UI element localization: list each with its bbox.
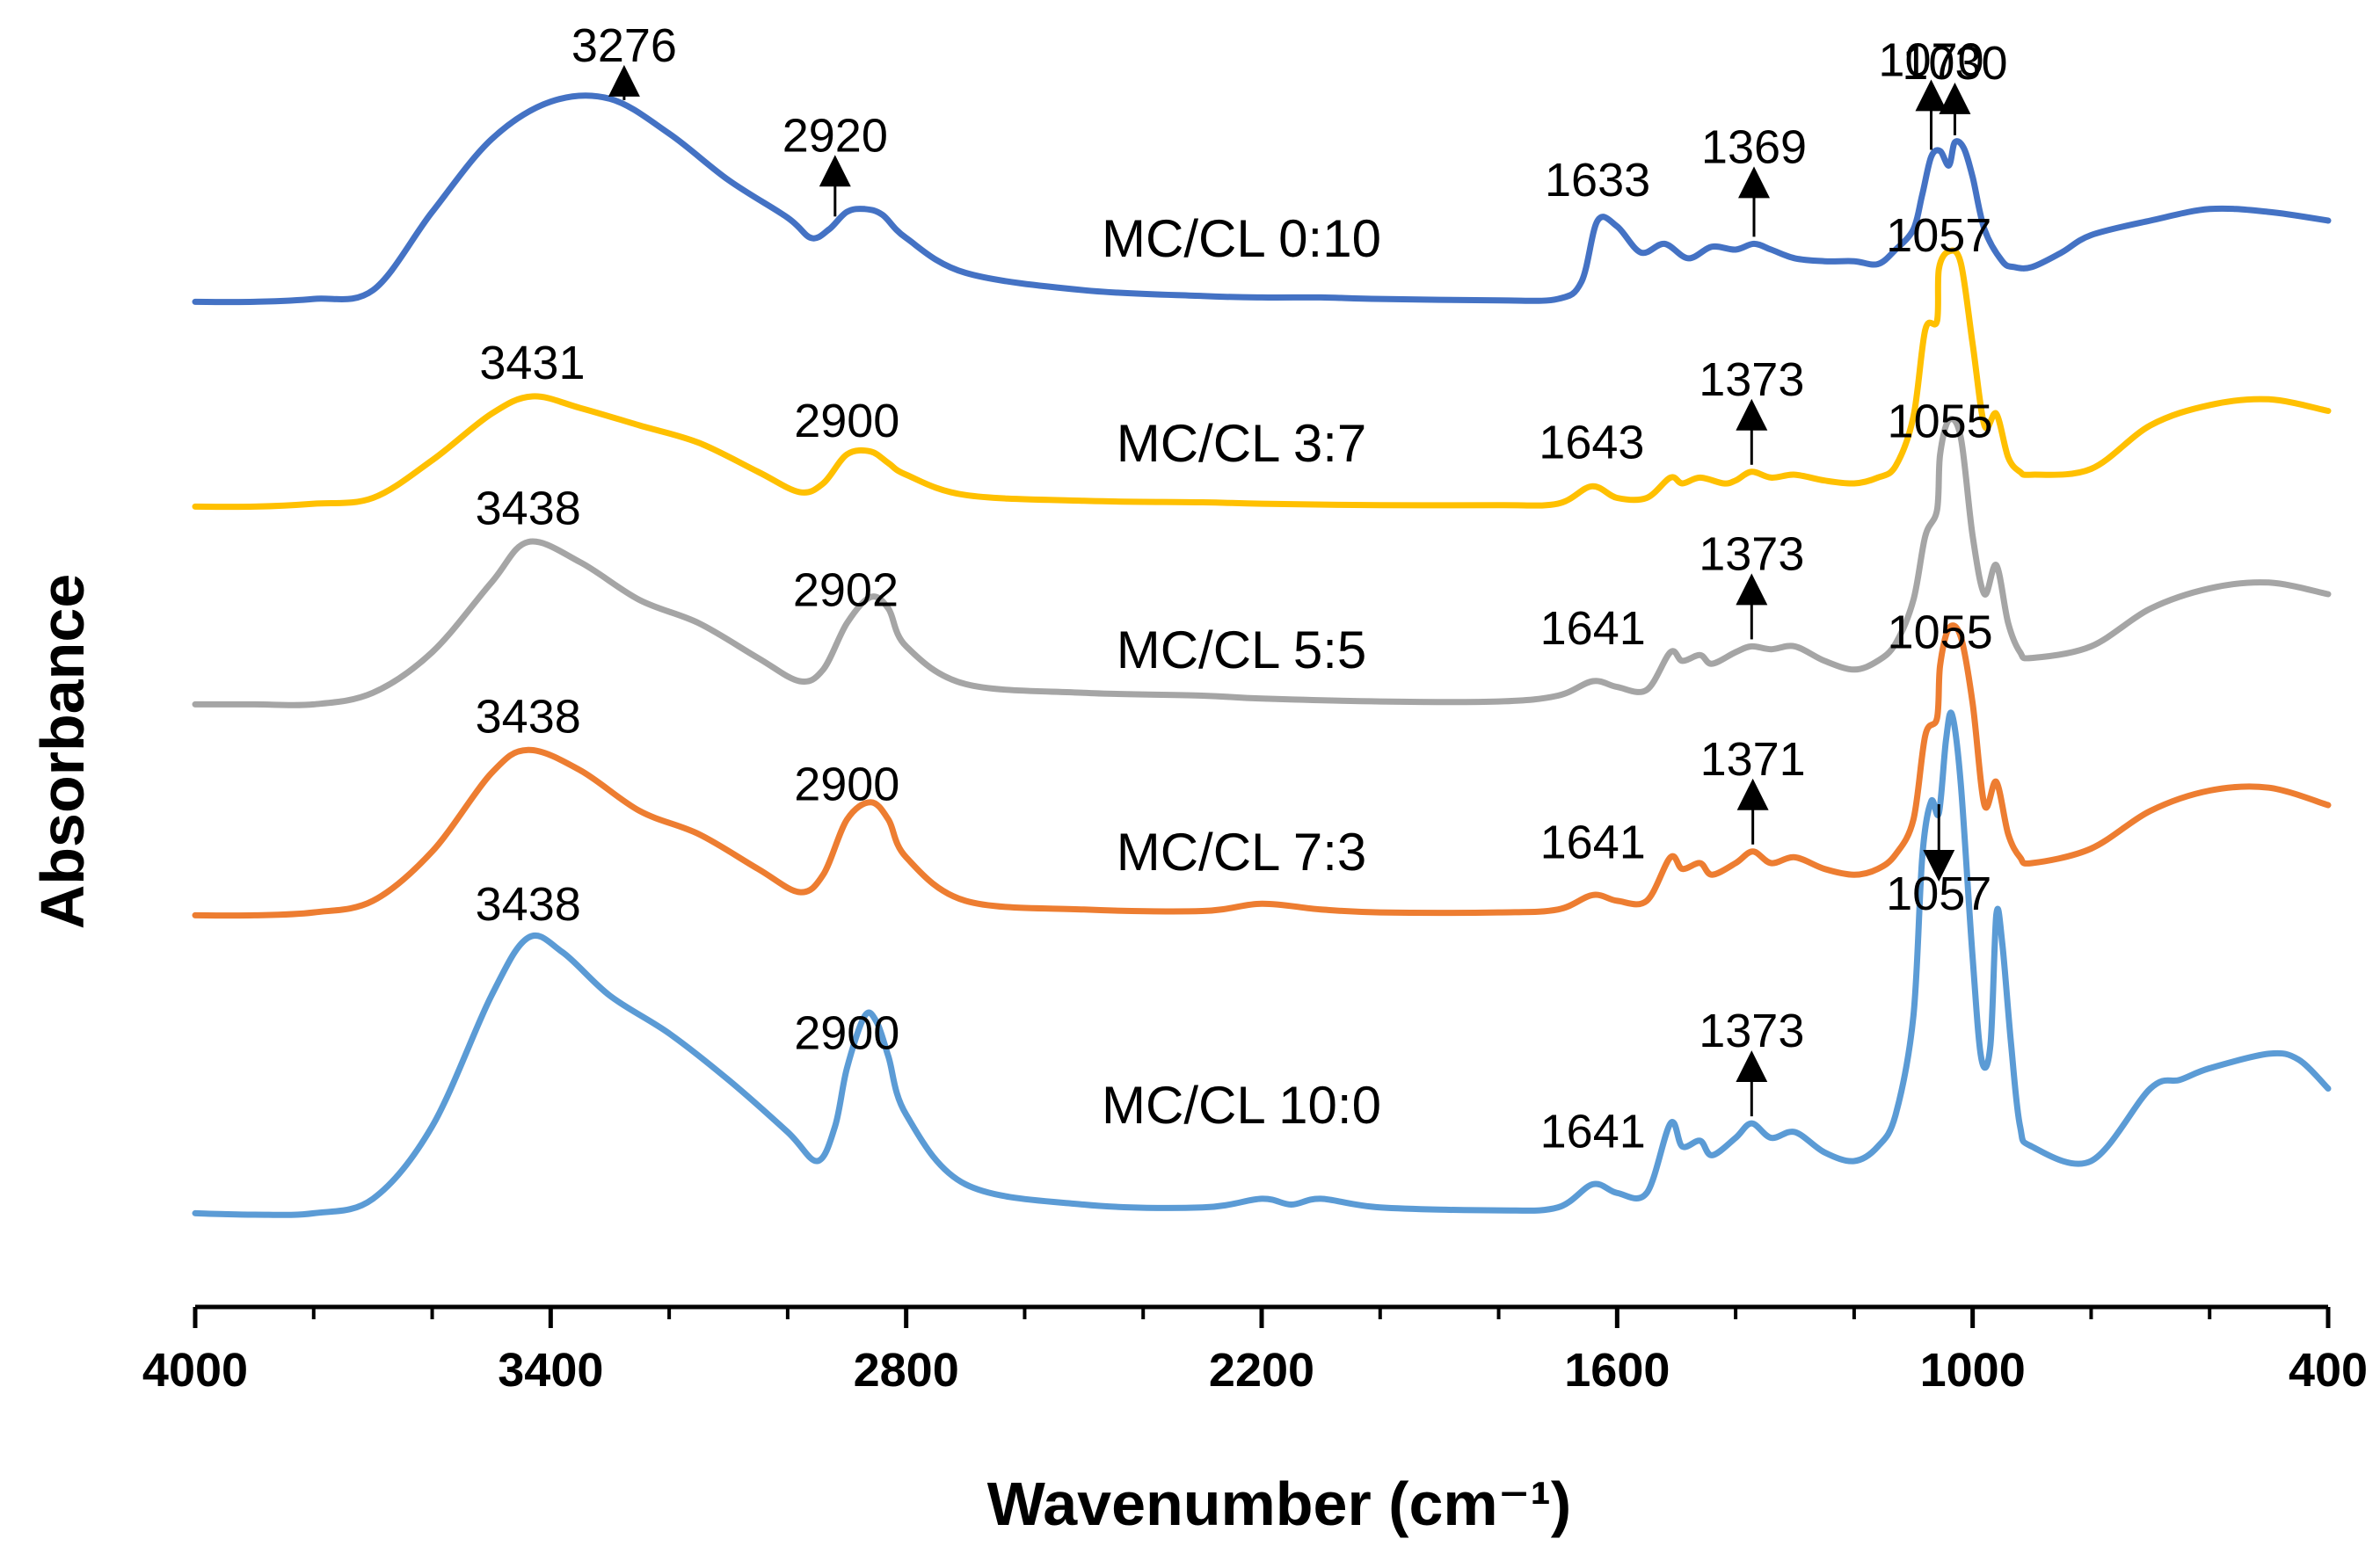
x-tick-label: 2200: [1209, 1344, 1314, 1397]
peak-label: 2920: [782, 109, 888, 162]
x-axis-title: Wavenumber (cm⁻¹): [987, 1470, 1571, 1538]
peak-label: 3276: [571, 19, 677, 72]
peak-label: 1641: [1540, 602, 1646, 655]
peak-label: 1373: [1699, 353, 1804, 406]
series-label: MC/CL 5:5: [1117, 621, 1367, 679]
peak-label: 3431: [479, 337, 585, 389]
series-label: MC/CL 10:0: [1102, 1076, 1381, 1135]
peak-label: 1643: [1539, 416, 1644, 468]
peak-label: 1369: [1701, 120, 1807, 173]
y-axis-title: Absorbance: [28, 574, 97, 930]
series-layer: [192, 92, 2332, 1218]
series-label: MC/CL 7:3: [1117, 823, 1367, 882]
x-tick-label: 4000: [142, 1344, 248, 1397]
peak-label: 1070: [1878, 33, 1983, 86]
peak-label: 3438: [476, 878, 581, 931]
peak-label: 2900: [794, 1006, 899, 1059]
peak-label: 1055: [1888, 396, 1993, 448]
series-line-mc-cl-7-3: [192, 622, 2332, 919]
series-line-mc-cl-0-10: [192, 92, 2332, 306]
x-tick-label: 400: [2289, 1344, 2368, 1397]
series-line-mc-cl-5-5: [192, 416, 2332, 708]
peak-label: 1371: [1700, 733, 1806, 786]
peak-label: 1055: [1888, 606, 1993, 659]
peak-label: 1641: [1540, 816, 1646, 868]
peak-label: 2902: [793, 564, 899, 617]
peak-label: 2900: [794, 395, 899, 447]
series-label: MC/CL 0:10: [1102, 209, 1381, 268]
peak-label: 3438: [476, 483, 581, 535]
peak-label: 1633: [1545, 154, 1650, 207]
series-line-mc-cl-10-0: [192, 709, 2332, 1218]
peak-label: 1057: [1886, 867, 1991, 920]
x-axis: 4000 3400 2800 2200 1600 1000 400: [142, 1304, 2368, 1397]
x-tick-label: 2800: [854, 1344, 959, 1397]
x-tick-label: 1600: [1564, 1344, 1670, 1397]
peak-label: 2900: [794, 759, 899, 811]
peak-label: 1030: [1902, 37, 2007, 90]
series-line-mc-cl-3-7: [192, 247, 2332, 511]
peak-label: 1373: [1699, 1005, 1804, 1057]
series-label: MC/CL 3:7: [1117, 414, 1367, 473]
peak-label: 1641: [1540, 1105, 1646, 1158]
peak-label: 1373: [1699, 527, 1804, 580]
peak-label: 1057: [1886, 209, 1991, 262]
x-tick-label: 1000: [1920, 1344, 2026, 1397]
peak-label: 3438: [476, 690, 581, 743]
x-tick-label: 3400: [498, 1344, 603, 1397]
